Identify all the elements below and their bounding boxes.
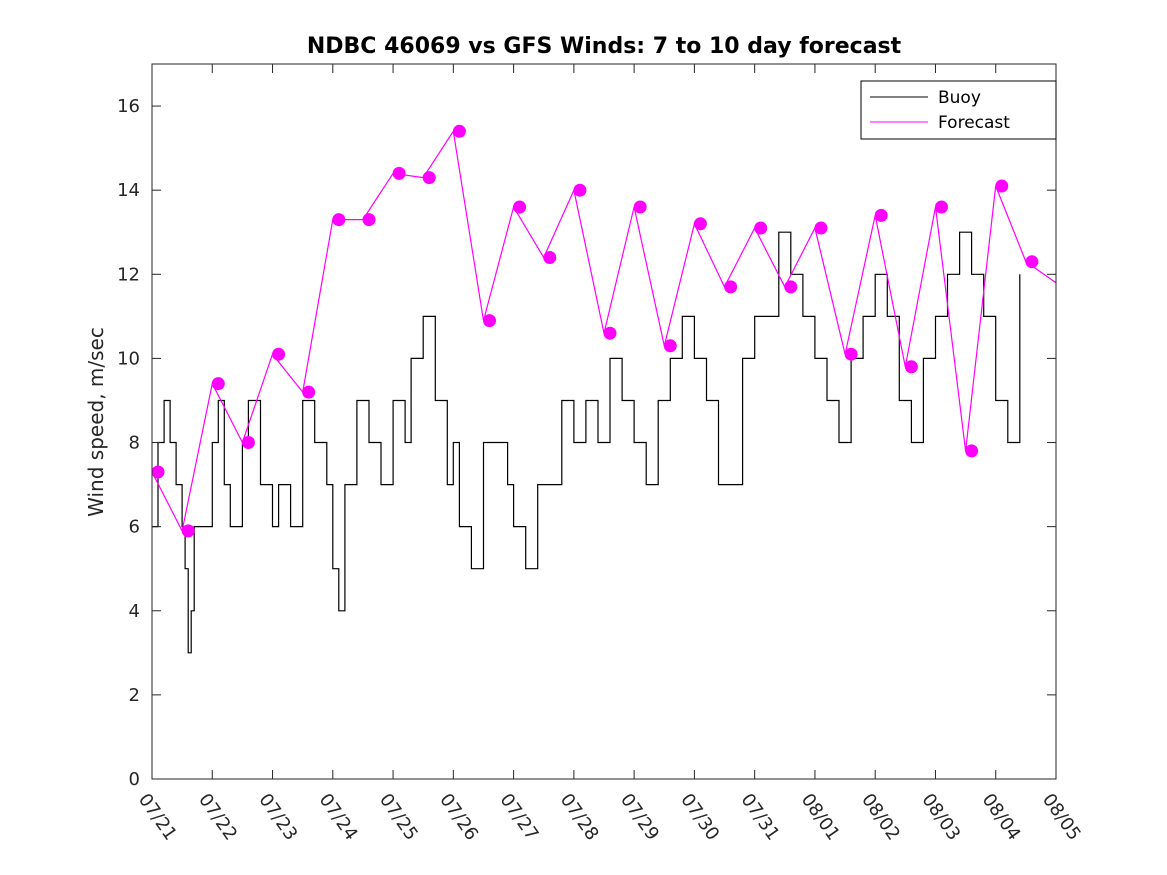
y-tick-label: 2 [129,685,140,706]
legend-buoy-label: Buoy [938,88,981,108]
forecast-marker [543,251,557,264]
forecast-marker [724,280,738,294]
forecast-marker [362,213,376,227]
y-tick-label: 0 [129,769,140,790]
x-tick-label: 07/29 [616,790,663,845]
series-layer [151,124,1057,654]
x-tick-label: 07/24 [315,790,362,845]
x-tick-label: 07/27 [496,790,543,845]
forecast-marker [904,360,918,374]
forecast-marker [211,377,225,391]
forecast-marker [814,221,828,235]
forecast-marker [995,179,1009,193]
x-tick-label: 07/23 [254,790,301,845]
forecast-marker [483,314,496,328]
chart-title: NDBC 46069 vs GFS Winds: 7 to 10 day for… [307,34,902,59]
x-tick-label: 08/03 [917,790,964,845]
x-tick-label: 07/26 [435,790,482,845]
forecast-marker [844,347,858,361]
y-tick-label: 10 [117,348,140,369]
y-tick-label: 6 [129,517,140,538]
x-tick-label: 07/25 [375,790,422,845]
forecast-marker [573,183,587,197]
forecast-marker [603,326,617,340]
y-tick-label: 14 [117,180,140,201]
x-tick-label: 07/31 [737,790,784,845]
forecast-marker [784,280,798,294]
x-tick-label: 07/30 [676,790,723,845]
x-tick-label: 08/01 [797,790,844,845]
x-tick-label: 08/05 [1038,790,1085,845]
x-tick-label: 08/04 [978,790,1025,845]
x-tick-label: 07/21 [134,790,181,845]
forecast-marker [935,200,948,214]
x-tick-label: 07/22 [194,790,241,845]
forecast-marker [151,465,165,479]
forecast-marker [513,200,527,214]
forecast-marker [181,524,195,538]
y-tick-label: 8 [129,433,140,454]
x-tick-label: 07/28 [556,790,603,845]
forecast-marker [392,166,406,180]
forecast-marker [332,213,346,227]
forecast-marker [422,171,436,185]
forecast-marker [272,347,286,361]
forecast-marker [1025,255,1039,269]
plot-area [152,64,1056,779]
x-tick-label: 08/02 [857,790,904,845]
forecast-marker [693,217,707,231]
forecast-marker [663,339,677,353]
y-axis-label: Wind speed, m/sec [84,327,108,517]
forecast-marker [633,200,647,214]
legend: Buoy Forecast [860,80,1057,140]
legend-forecast-label: Forecast [938,113,1010,133]
y-tick-label: 12 [117,264,140,285]
forecast-marker [874,208,888,222]
forecast-marker [965,444,979,458]
forecast-marker [754,221,768,235]
forecast-marker [452,124,466,138]
axes-frame [151,63,1057,780]
forecast-marker [302,385,316,399]
forecast-marker [241,436,255,449]
legend-box [860,80,1057,140]
y-tick-label: 16 [117,96,140,117]
y-tick-label: 4 [129,601,140,622]
